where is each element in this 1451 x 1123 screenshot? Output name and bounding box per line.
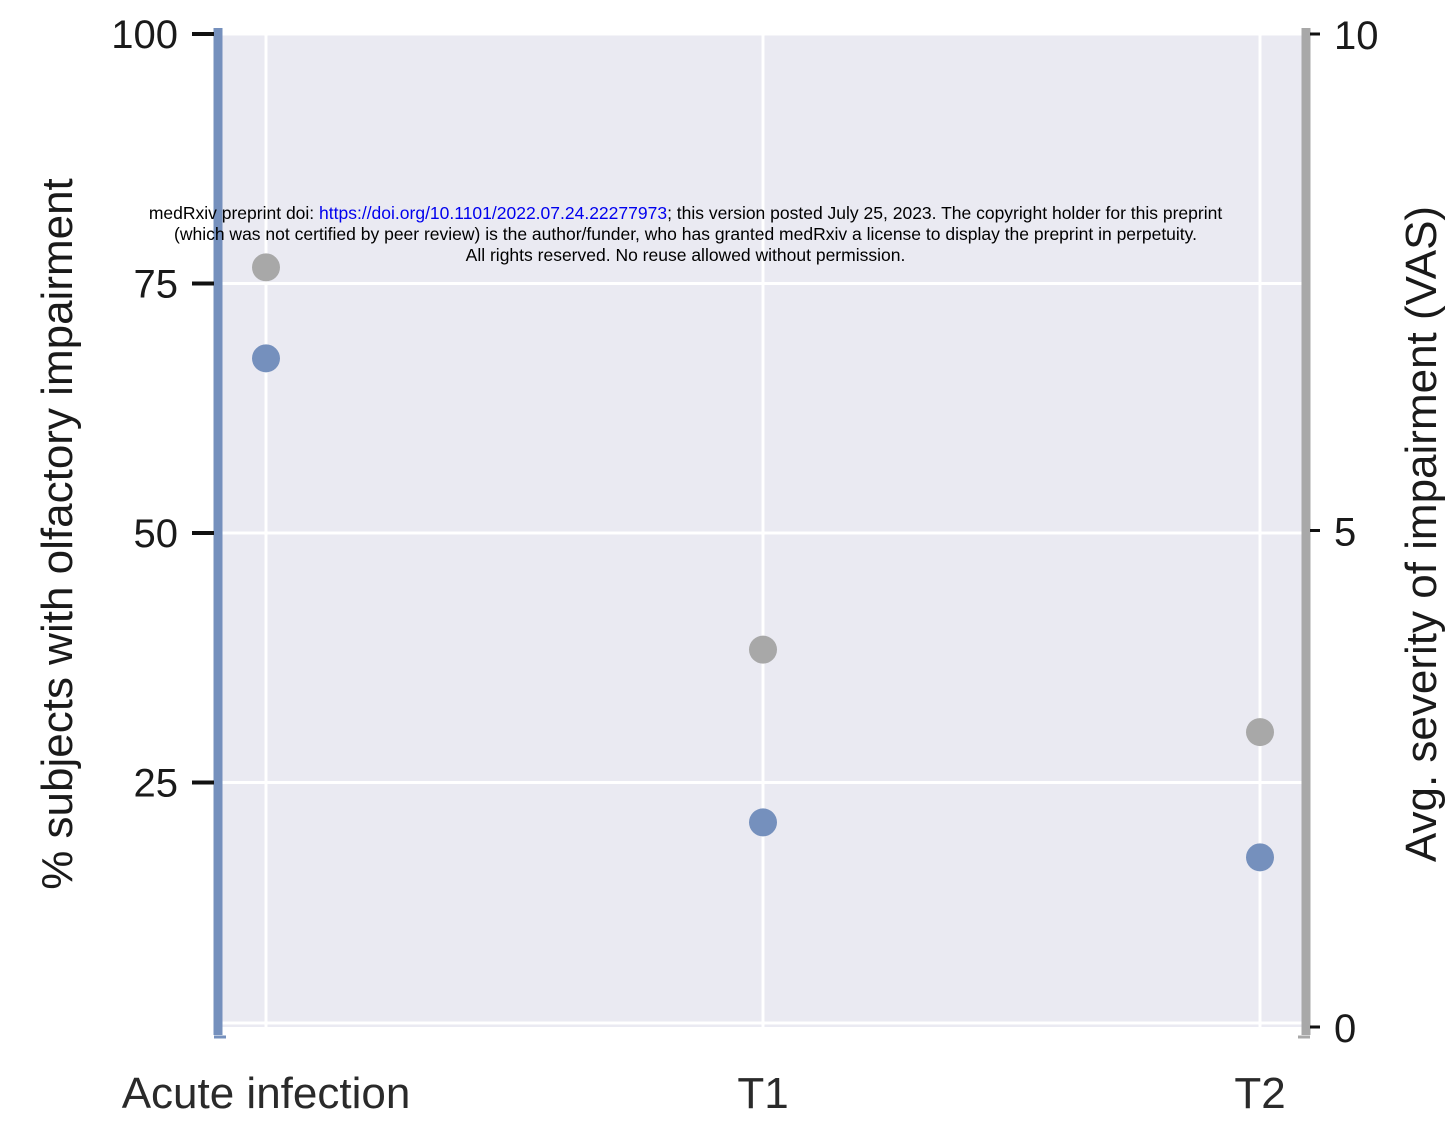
left-tick-label: 50 <box>134 512 179 556</box>
x-tick-label: Acute infection <box>122 1069 411 1118</box>
right-tick-label: 10 <box>1334 14 1379 58</box>
data-points <box>252 253 1274 872</box>
left-tick-label: 100 <box>111 13 178 57</box>
watermark-line-2: (which was not certified by peer review)… <box>174 224 1197 244</box>
left-tick-label: 75 <box>134 262 179 306</box>
preprint-watermark: medRxiv preprint doi: https://doi.org/10… <box>0 203 1371 266</box>
severity-point <box>749 635 777 664</box>
right-axis-title: Avg. severity of impairment (VAS) <box>1397 206 1446 862</box>
watermark-suffix: ; this version posted July 25, 2023. The… <box>667 203 1223 223</box>
percent-point <box>252 344 280 373</box>
left-tick-label: 25 <box>134 761 179 805</box>
severity-point <box>252 253 280 282</box>
x-tick-label: T2 <box>1234 1069 1285 1118</box>
right-tick-label: 5 <box>1334 511 1356 555</box>
percent-point <box>749 808 777 837</box>
doi-link[interactable]: https://doi.org/10.1101/2022.07.24.22277… <box>319 203 668 223</box>
axes: 25 50 75 100 0 5 10 Acute infection T1 T2 <box>111 13 1378 1118</box>
severity-point <box>1246 718 1274 747</box>
watermark-line-1: medRxiv preprint doi: https://doi.org/10… <box>0 203 1371 224</box>
percent-point <box>1246 843 1274 872</box>
left-axis-title: % subjects with olfactory impairment <box>33 178 82 890</box>
grid-lines <box>218 32 1306 1027</box>
x-tick-label: T1 <box>737 1069 788 1118</box>
watermark-line-3: All rights reserved. No reuse allowed wi… <box>465 245 906 265</box>
right-tick-label: 0 <box>1334 1007 1356 1051</box>
watermark-prefix: medRxiv preprint doi: <box>148 203 320 223</box>
